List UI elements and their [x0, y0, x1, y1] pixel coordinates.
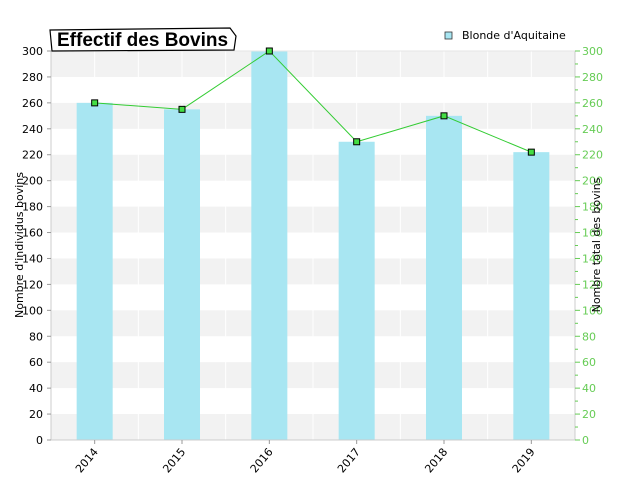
right-tick-label: 0 — [582, 434, 589, 447]
legend: Blonde d'Aquitaine — [444, 29, 566, 42]
line-point — [178, 105, 186, 113]
left-axis-title: Nombre d'individus bovins — [13, 172, 26, 318]
right-tick-label: 280 — [582, 71, 603, 84]
right-tick-label: 240 — [582, 123, 603, 136]
right-tick-label: 180 — [582, 201, 603, 214]
left-tick-label: 100 — [22, 304, 43, 317]
x-tick-label: 2019 — [510, 446, 538, 476]
left-tick-label: 240 — [22, 123, 43, 136]
line-point — [91, 99, 99, 107]
right-tick-label: 220 — [582, 149, 603, 162]
left-tick-label: 60 — [29, 356, 43, 369]
bar — [76, 102, 113, 440]
right-tick-label: 300 — [582, 45, 603, 58]
left-tick-label: 160 — [22, 227, 43, 240]
right-tick-label: 200 — [582, 175, 603, 188]
bar — [164, 109, 200, 440]
chart-title: Effectif des Bovins — [57, 30, 228, 51]
left-tick-labels: 0 20 40 60 80 100 120 140 160 180 200 220 240 260 280 3… — [22, 45, 51, 447]
left-tick-label: 280 — [22, 71, 43, 84]
bar — [251, 51, 288, 440]
line-point — [527, 148, 535, 156]
left-tick-label: 180 — [22, 201, 43, 214]
line-point — [440, 112, 448, 120]
right-tick-label: 160 — [582, 227, 603, 240]
right-tick-label: 40 — [582, 382, 596, 395]
x-tick-label: 2014 — [73, 446, 101, 476]
left-tick-label: 0 — [36, 434, 43, 447]
legend-label: Blonde d'Aquitaine — [462, 29, 566, 42]
x-tick-label: 2018 — [422, 446, 450, 476]
right-tick-label: 100 — [582, 304, 603, 317]
x-tick-label: 2015 — [160, 446, 188, 476]
chart-title-box: Effectif des Bovins — [49, 27, 237, 52]
left-tick-label: 140 — [22, 252, 43, 265]
bars — [76, 51, 550, 440]
bar — [513, 152, 550, 440]
x-tick-label: 2016 — [248, 446, 276, 476]
total-line — [91, 47, 535, 156]
left-tick-label: 220 — [22, 149, 43, 162]
left-tick-label: 300 — [22, 45, 43, 58]
right-tick-label: 80 — [582, 330, 596, 343]
line-point — [353, 138, 361, 146]
right-tick-label: 20 — [582, 408, 596, 421]
left-tick-label: 260 — [22, 97, 43, 110]
bar — [426, 115, 462, 440]
left-tick-label: 120 — [22, 278, 43, 291]
right-tick-label: 140 — [582, 252, 603, 265]
right-tick-label: 260 — [582, 97, 603, 110]
legend-swatch — [444, 31, 453, 40]
left-tick-label: 40 — [29, 382, 43, 395]
x-tick-labels: 2014 2015 2016 2017 2018 2019 — [73, 440, 538, 475]
left-tick-label: 20 — [29, 408, 43, 421]
right-tick-labels: 0 20 40 60 80 100 120 140 160 180 200 220 240 260 280 3… — [575, 45, 603, 447]
left-tick-label: 200 — [22, 175, 43, 188]
line-point — [265, 47, 273, 55]
x-tick-label: 2017 — [335, 446, 363, 476]
right-tick-label: 60 — [582, 356, 596, 369]
right-axis-title: Nombre total des bovins — [590, 177, 603, 312]
left-tick-label: 80 — [29, 330, 43, 343]
bar — [338, 141, 375, 440]
right-tick-label: 120 — [582, 278, 603, 291]
total-line-path — [94, 50, 532, 153]
